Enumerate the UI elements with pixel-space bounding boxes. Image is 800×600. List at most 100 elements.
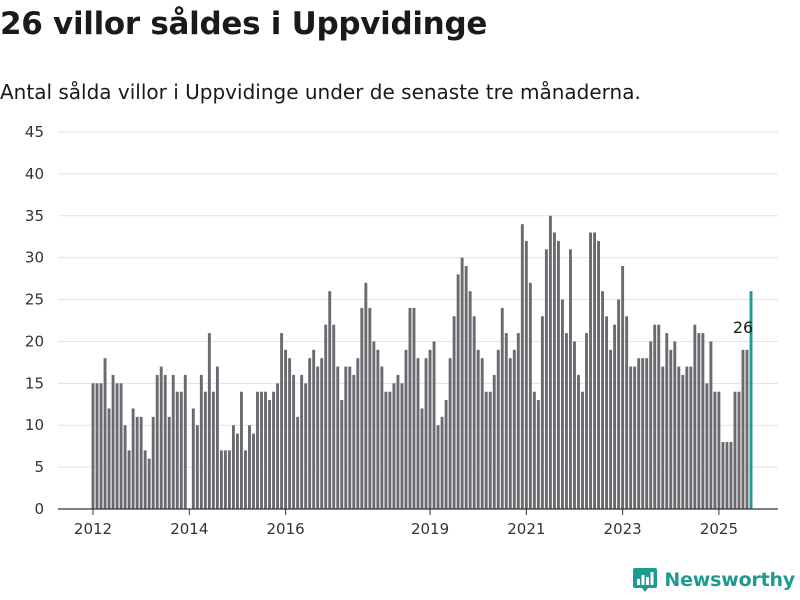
bar (625, 316, 629, 509)
bar (268, 400, 271, 509)
bar (135, 416, 139, 509)
bar (352, 374, 356, 509)
bar (673, 341, 677, 509)
brand-logo: Newsworthy (632, 566, 795, 594)
bar (332, 324, 336, 509)
bar (428, 349, 432, 509)
bar (147, 458, 151, 509)
bar (613, 324, 617, 509)
bar (372, 341, 376, 509)
bar (424, 358, 428, 509)
bar (276, 383, 280, 509)
bar (324, 324, 328, 509)
bar (171, 374, 175, 509)
bar (520, 224, 524, 509)
bar (392, 383, 396, 509)
y-tick-label: 45 (25, 123, 44, 141)
bar (408, 307, 412, 509)
bar (320, 358, 324, 509)
bar (143, 450, 147, 509)
bar (649, 341, 653, 509)
bar (444, 400, 448, 509)
bar (264, 391, 267, 509)
bar (384, 391, 388, 509)
bar (544, 249, 548, 510)
bar (536, 400, 540, 509)
bar (645, 358, 649, 509)
bar (235, 433, 239, 509)
bar (260, 391, 263, 509)
bar (240, 391, 243, 509)
bar (203, 391, 207, 509)
bar (609, 349, 613, 509)
newsworthy-logo-icon (633, 568, 658, 592)
bar (476, 349, 480, 509)
bar (107, 408, 111, 509)
bar (548, 215, 552, 509)
bar (689, 366, 693, 509)
y-tick-label: 10 (25, 416, 44, 434)
bar (344, 366, 348, 509)
bars (91, 215, 753, 510)
bar (436, 425, 440, 509)
bar (573, 341, 576, 509)
bar (737, 391, 741, 509)
bar (356, 358, 360, 509)
y-tick-label: 15 (25, 374, 44, 392)
bar (701, 333, 705, 509)
chart-subtitle: Antal sålda villor i Uppvidinge under de… (0, 80, 641, 104)
bar-highlight (749, 291, 753, 509)
bar (601, 291, 605, 509)
bar (131, 408, 135, 509)
bar (621, 266, 625, 509)
bar (488, 391, 492, 509)
bar (504, 333, 508, 509)
bar (440, 416, 444, 509)
bar (721, 441, 725, 509)
bar (717, 391, 721, 509)
bar (412, 307, 416, 509)
x-tick-label: 2025 (700, 520, 738, 538)
bar (360, 307, 364, 509)
bar (308, 358, 312, 509)
x-tick-label: 2016 (266, 520, 304, 538)
bar (95, 383, 99, 509)
bar (633, 366, 637, 509)
y-tick-label: 5 (34, 458, 44, 476)
bar (159, 366, 163, 509)
data-labels: 26 (733, 318, 753, 337)
bar (452, 316, 456, 509)
bar (484, 391, 488, 509)
bar (284, 349, 288, 509)
bar (348, 366, 352, 509)
bar (388, 391, 392, 509)
bar (328, 291, 332, 509)
bar (420, 408, 424, 509)
bar (500, 307, 504, 509)
bar (629, 366, 633, 509)
bar (215, 366, 219, 509)
bar (364, 282, 368, 509)
bar (380, 366, 384, 509)
bar (677, 366, 681, 509)
bar (396, 374, 400, 509)
bar (223, 450, 227, 509)
bar (709, 341, 713, 509)
bar (472, 316, 476, 509)
bar (556, 240, 560, 509)
bar (244, 450, 247, 509)
bar (91, 383, 95, 509)
bar (103, 358, 107, 509)
bar (468, 291, 472, 509)
bar (577, 374, 580, 509)
x-tick-label: 2019 (411, 520, 449, 538)
bar (111, 374, 115, 509)
bar (175, 391, 179, 509)
bar (272, 391, 276, 509)
bar (605, 316, 609, 509)
bar (741, 349, 745, 509)
bar (617, 299, 621, 509)
x-tick-label: 2021 (507, 520, 545, 538)
